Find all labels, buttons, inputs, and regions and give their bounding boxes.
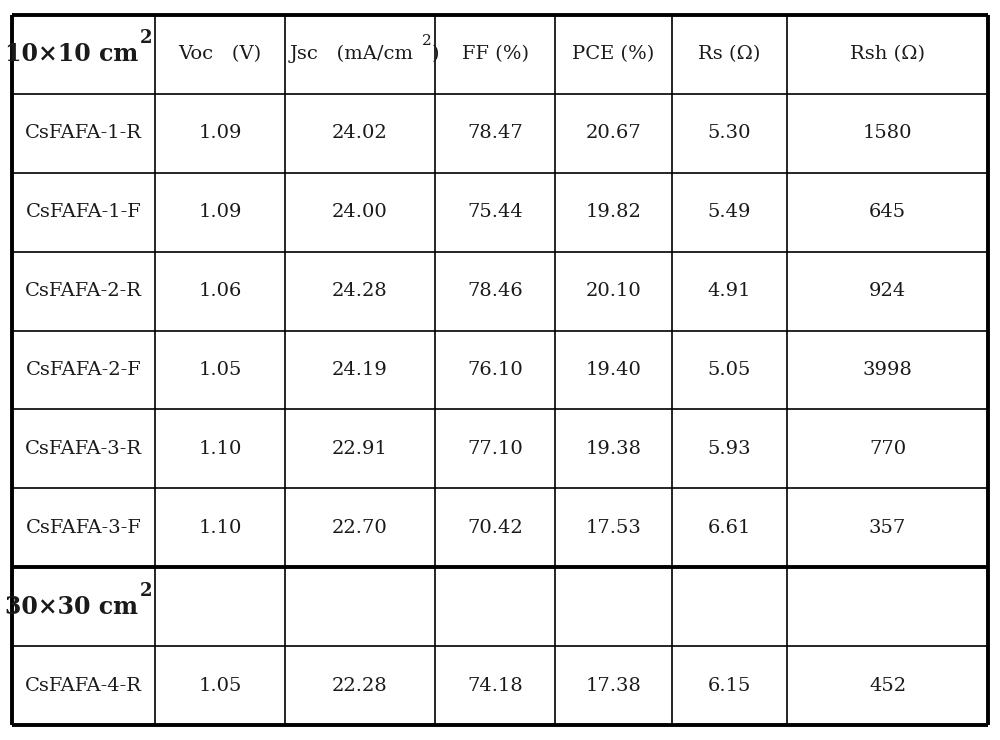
Text: 5.49: 5.49 (708, 204, 751, 221)
Text: 24.28: 24.28 (332, 282, 388, 300)
Text: 3998: 3998 (863, 361, 912, 379)
Text: 77.10: 77.10 (467, 440, 523, 458)
Text: 5.05: 5.05 (708, 361, 751, 379)
Text: 24.19: 24.19 (332, 361, 388, 379)
Text: CsFAFA-2-F: CsFAFA-2-F (26, 361, 141, 379)
Text: 22.28: 22.28 (332, 677, 388, 695)
Text: 17.38: 17.38 (586, 677, 641, 695)
Text: 1.05: 1.05 (198, 361, 242, 379)
Text: 75.44: 75.44 (467, 204, 523, 221)
Text: 1.10: 1.10 (198, 440, 242, 458)
Text: 17.53: 17.53 (586, 519, 641, 536)
Text: 357: 357 (869, 519, 906, 536)
Text: 78.46: 78.46 (467, 282, 523, 300)
Text: ): ) (432, 45, 440, 63)
Text: 924: 924 (869, 282, 906, 300)
Text: FF (%): FF (%) (462, 45, 528, 63)
Text: 5.93: 5.93 (708, 440, 751, 458)
Text: 24.02: 24.02 (332, 124, 388, 142)
Text: 1.05: 1.05 (198, 677, 242, 695)
Text: 19.40: 19.40 (586, 361, 641, 379)
Text: 30×30 cm: 30×30 cm (5, 595, 138, 619)
Text: 1580: 1580 (863, 124, 912, 142)
Text: PCE (%): PCE (%) (572, 45, 655, 63)
Text: 20.10: 20.10 (586, 282, 641, 300)
Text: 74.18: 74.18 (467, 677, 523, 695)
Text: Jsc   (mA/cm: Jsc (mA/cm (290, 45, 414, 64)
Text: CsFAFA-1-F: CsFAFA-1-F (26, 204, 141, 221)
Text: 78.47: 78.47 (467, 124, 523, 142)
Text: 19.38: 19.38 (586, 440, 642, 458)
Text: 20.67: 20.67 (586, 124, 641, 142)
Text: Voc   (V): Voc (V) (178, 45, 262, 63)
Text: CsFAFA-3-F: CsFAFA-3-F (26, 519, 141, 536)
Text: 1.09: 1.09 (198, 124, 242, 142)
Text: 6.15: 6.15 (708, 677, 751, 695)
Text: 4.91: 4.91 (708, 282, 751, 300)
Text: Rsh (Ω): Rsh (Ω) (850, 45, 925, 63)
Text: 10×10 cm: 10×10 cm (5, 42, 138, 67)
Text: CsFAFA-2-R: CsFAFA-2-R (25, 282, 142, 300)
Text: 22.91: 22.91 (332, 440, 388, 458)
Text: 2: 2 (422, 34, 432, 48)
Text: 24.00: 24.00 (332, 204, 388, 221)
Text: CsFAFA-4-R: CsFAFA-4-R (25, 677, 142, 695)
Text: 770: 770 (869, 440, 906, 458)
Text: 6.61: 6.61 (708, 519, 751, 536)
Text: Rs (Ω): Rs (Ω) (698, 45, 761, 63)
Text: 2: 2 (140, 29, 152, 47)
Text: 452: 452 (869, 677, 906, 695)
Text: CsFAFA-3-R: CsFAFA-3-R (25, 440, 142, 458)
Text: 22.70: 22.70 (332, 519, 388, 536)
Text: 2: 2 (140, 582, 152, 599)
Text: 645: 645 (869, 204, 906, 221)
Text: 1.09: 1.09 (198, 204, 242, 221)
Text: 1.10: 1.10 (198, 519, 242, 536)
Text: CsFAFA-1-R: CsFAFA-1-R (25, 124, 142, 142)
Text: 76.10: 76.10 (467, 361, 523, 379)
Text: 19.82: 19.82 (586, 204, 641, 221)
Text: 1.06: 1.06 (198, 282, 242, 300)
Text: 70.42: 70.42 (467, 519, 523, 536)
Text: 5.30: 5.30 (708, 124, 751, 142)
